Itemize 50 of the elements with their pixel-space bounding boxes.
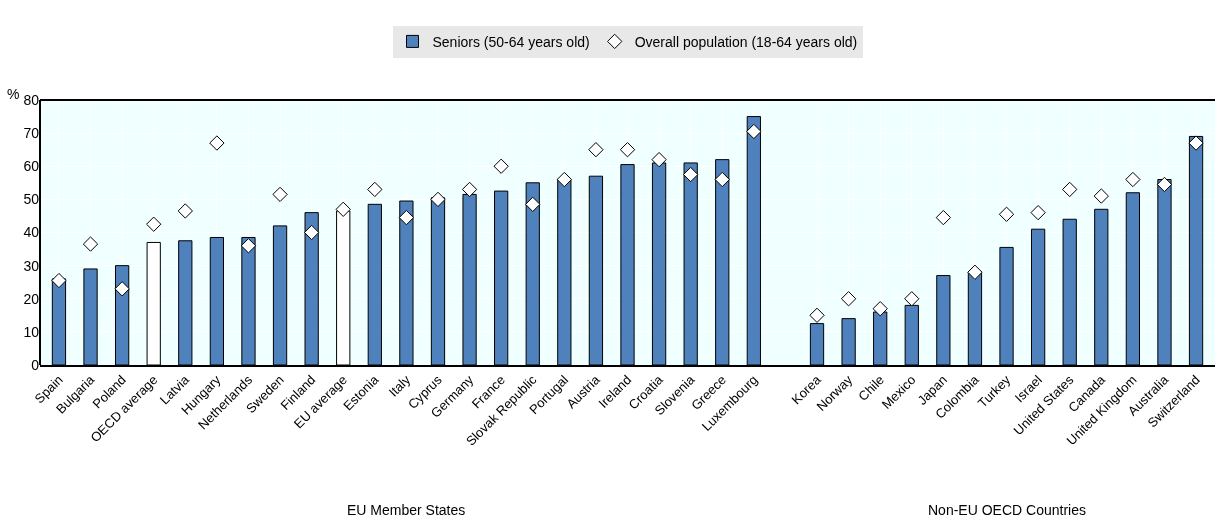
y-tick-label: 10	[23, 323, 40, 340]
point	[303, 224, 320, 241]
point	[714, 171, 730, 188]
point	[1062, 181, 1078, 198]
point	[493, 158, 509, 174]
point	[146, 216, 162, 232]
point	[1156, 176, 1173, 193]
point	[746, 123, 762, 140]
legend-label: Seniors (50-64 years old)	[432, 33, 590, 50]
point	[430, 191, 446, 208]
point	[904, 291, 920, 307]
point	[461, 181, 478, 198]
point	[840, 291, 857, 307]
y-tick-label: 0	[31, 356, 40, 373]
y-tick-label: 40	[23, 224, 40, 241]
point	[588, 142, 604, 158]
point	[209, 135, 225, 151]
point	[967, 264, 983, 280]
point	[525, 196, 541, 212]
y-tick-label: 70	[23, 125, 40, 142]
text: EU Member States	[347, 502, 466, 518]
point	[1188, 135, 1204, 151]
y-tick-label: 30	[23, 257, 40, 274]
point	[809, 307, 825, 323]
point	[177, 203, 193, 219]
y-tick-label: 80	[23, 91, 40, 108]
point	[651, 151, 667, 168]
y-tick-label: 50	[23, 191, 40, 208]
point	[1030, 204, 1046, 221]
point	[619, 142, 636, 158]
point	[998, 206, 1015, 222]
point	[114, 281, 130, 297]
legend-label: Overall population (18-64 years old)	[634, 33, 858, 50]
y-tick-label: 60	[23, 158, 40, 175]
point	[683, 166, 699, 183]
point	[367, 181, 383, 198]
point	[935, 209, 952, 226]
point	[82, 236, 99, 252]
y-tick-label: 20	[23, 290, 40, 307]
point	[1125, 171, 1141, 188]
text: Non-EU OECD Countries	[928, 502, 1086, 518]
point	[398, 209, 415, 226]
point	[556, 171, 572, 188]
point	[335, 201, 351, 217]
point	[240, 238, 257, 254]
point	[1093, 188, 1109, 204]
point	[51, 272, 67, 289]
y-axis-title: %	[7, 86, 20, 102]
point	[872, 301, 888, 317]
point	[272, 186, 288, 203]
